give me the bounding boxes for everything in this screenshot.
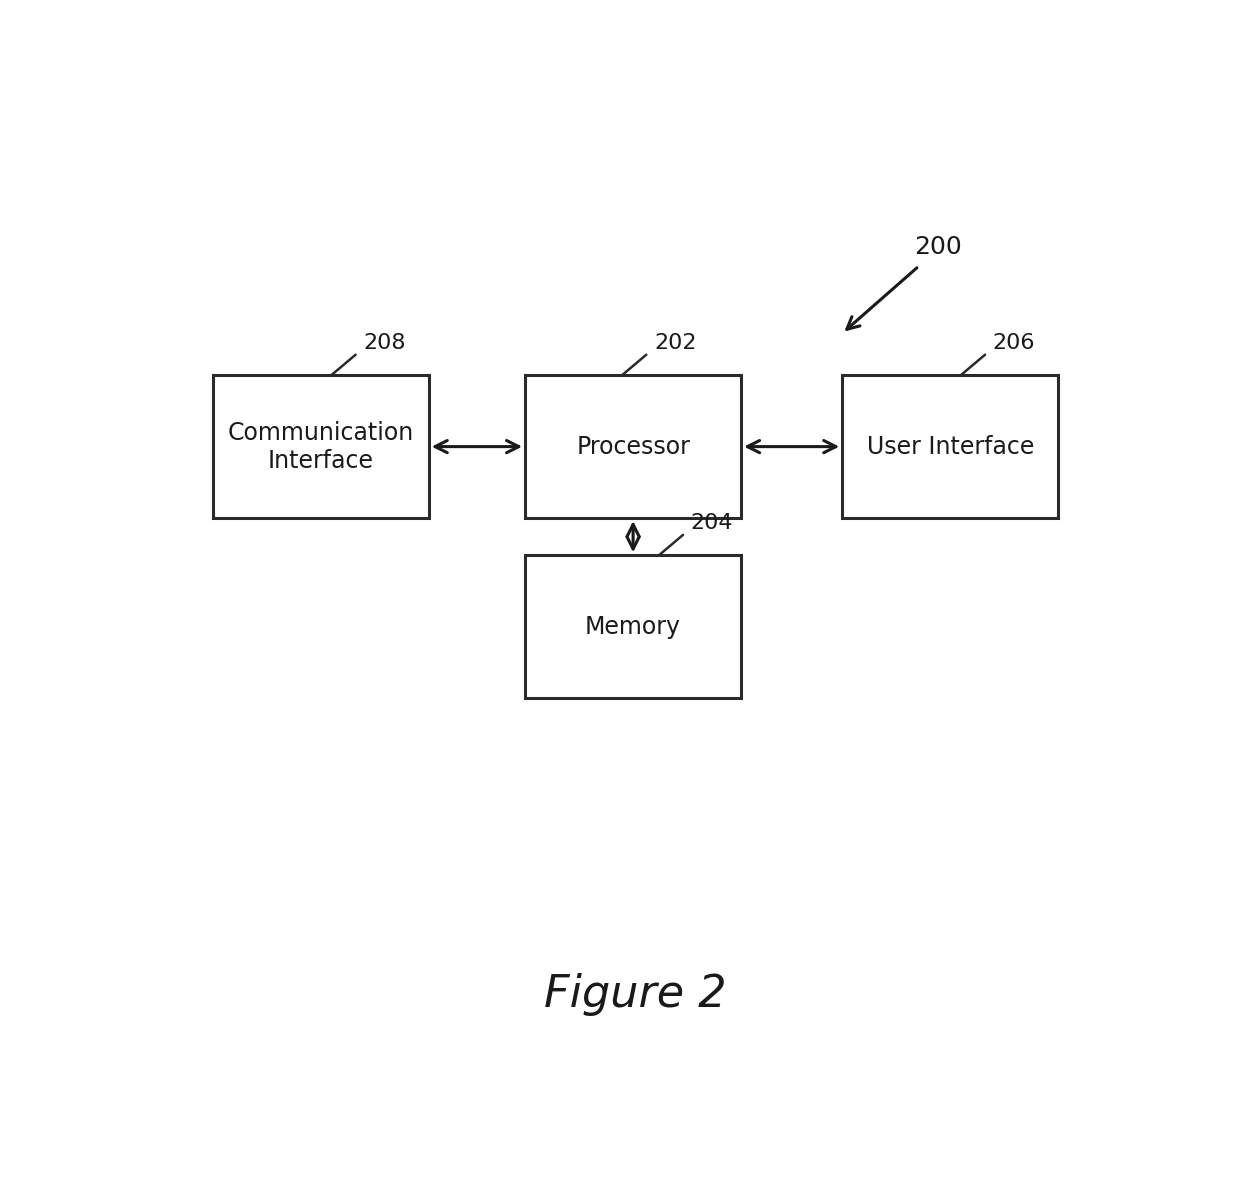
Text: 204: 204 [691,514,733,533]
Text: Memory: Memory [585,614,681,638]
Text: Communication
Interface: Communication Interface [228,421,414,473]
Bar [525,556,742,698]
Text: 200: 200 [914,235,962,259]
Text: Figure 2: Figure 2 [544,972,727,1015]
Text: 202: 202 [653,332,697,353]
Text: 208: 208 [363,332,405,353]
Bar [213,374,429,518]
Text: Processor: Processor [577,434,689,458]
Bar [842,374,1058,518]
Bar [525,374,742,518]
Text: 206: 206 [993,332,1035,353]
Text: User Interface: User Interface [867,434,1034,458]
